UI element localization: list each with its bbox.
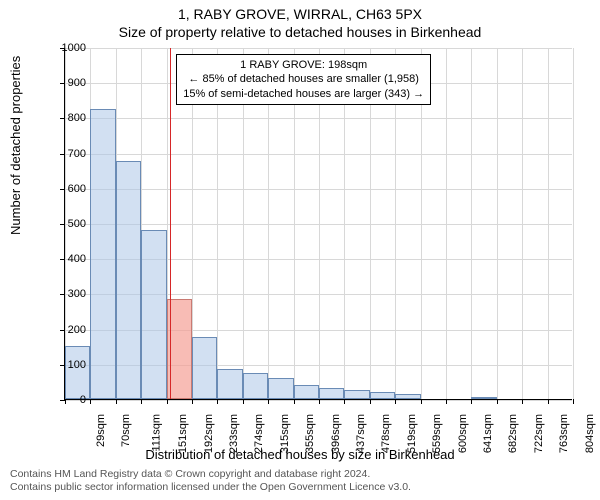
x-tick bbox=[446, 399, 447, 404]
x-tick bbox=[243, 399, 244, 404]
y-axis-label: Number of detached properties bbox=[8, 56, 23, 235]
gridline-v bbox=[497, 48, 498, 399]
y-tick-label: 300 bbox=[46, 288, 86, 300]
x-tick bbox=[90, 399, 91, 404]
footer-line-1: Contains HM Land Registry data © Crown c… bbox=[10, 468, 590, 481]
bar bbox=[116, 161, 141, 399]
y-tick-label: 700 bbox=[46, 148, 86, 160]
bar bbox=[294, 385, 319, 399]
x-tick bbox=[395, 399, 396, 404]
x-tick bbox=[141, 399, 142, 404]
bar bbox=[65, 346, 90, 399]
x-tick-label: 111sqm bbox=[150, 414, 162, 452]
y-tick-label: 400 bbox=[46, 253, 86, 265]
y-tick-label: 800 bbox=[46, 112, 86, 124]
bar bbox=[243, 373, 268, 399]
x-axis-label: Distribution of detached houses by size … bbox=[0, 447, 600, 462]
page-title: 1, RABY GROVE, WIRRAL, CH63 5PX bbox=[0, 6, 600, 22]
bar bbox=[217, 369, 242, 399]
x-tick bbox=[217, 399, 218, 404]
page-subtitle: Size of property relative to detached ho… bbox=[0, 24, 600, 40]
x-tick bbox=[548, 399, 549, 404]
x-tick bbox=[167, 399, 168, 404]
bar bbox=[395, 394, 420, 399]
marker-line bbox=[170, 48, 171, 399]
y-tick-label: 100 bbox=[46, 359, 86, 371]
gridline-v bbox=[522, 48, 523, 399]
annotation-box: 1 RABY GROVE: 198sqm← 85% of detached ho… bbox=[176, 54, 431, 105]
x-tick bbox=[344, 399, 345, 404]
plot-area: 1 RABY GROVE: 198sqm← 85% of detached ho… bbox=[64, 48, 572, 400]
x-tick bbox=[192, 399, 193, 404]
y-tick-label: 500 bbox=[46, 218, 86, 230]
x-tick bbox=[522, 399, 523, 404]
figure: 1, RABY GROVE, WIRRAL, CH63 5PX Size of … bbox=[0, 0, 600, 500]
footer-line-2: Contains public sector information licen… bbox=[10, 481, 590, 494]
bar bbox=[370, 392, 395, 399]
footer: Contains HM Land Registry data © Crown c… bbox=[10, 468, 590, 494]
bar bbox=[319, 388, 344, 399]
gridline-v bbox=[573, 48, 574, 399]
y-tick-label: 0 bbox=[46, 394, 86, 406]
x-tick bbox=[319, 399, 320, 404]
bar bbox=[192, 337, 217, 399]
bar bbox=[141, 230, 166, 399]
y-tick-label: 900 bbox=[46, 77, 86, 89]
bar bbox=[90, 109, 115, 399]
bar bbox=[344, 390, 369, 399]
x-tick-label: 29sqm bbox=[95, 414, 107, 447]
y-tick-label: 600 bbox=[46, 183, 86, 195]
x-tick bbox=[116, 399, 117, 404]
x-tick bbox=[573, 399, 574, 404]
annotation-line1: 1 RABY GROVE: 198sqm bbox=[183, 58, 424, 72]
x-tick bbox=[294, 399, 295, 404]
bar bbox=[268, 378, 293, 399]
gridline-v bbox=[446, 48, 447, 399]
x-tick bbox=[471, 399, 472, 404]
annotation-line3: 15% of semi-detached houses are larger (… bbox=[183, 87, 424, 101]
annotation-line2: ← 85% of detached houses are smaller (1,… bbox=[183, 72, 424, 86]
y-tick-label: 200 bbox=[46, 324, 86, 336]
x-tick-label: 70sqm bbox=[120, 414, 132, 447]
gridline-v bbox=[471, 48, 472, 399]
x-tick bbox=[421, 399, 422, 404]
x-tick bbox=[268, 399, 269, 404]
x-tick bbox=[370, 399, 371, 404]
bar bbox=[471, 397, 496, 399]
x-tick bbox=[497, 399, 498, 404]
gridline-v bbox=[548, 48, 549, 399]
y-tick-label: 1000 bbox=[46, 42, 86, 54]
